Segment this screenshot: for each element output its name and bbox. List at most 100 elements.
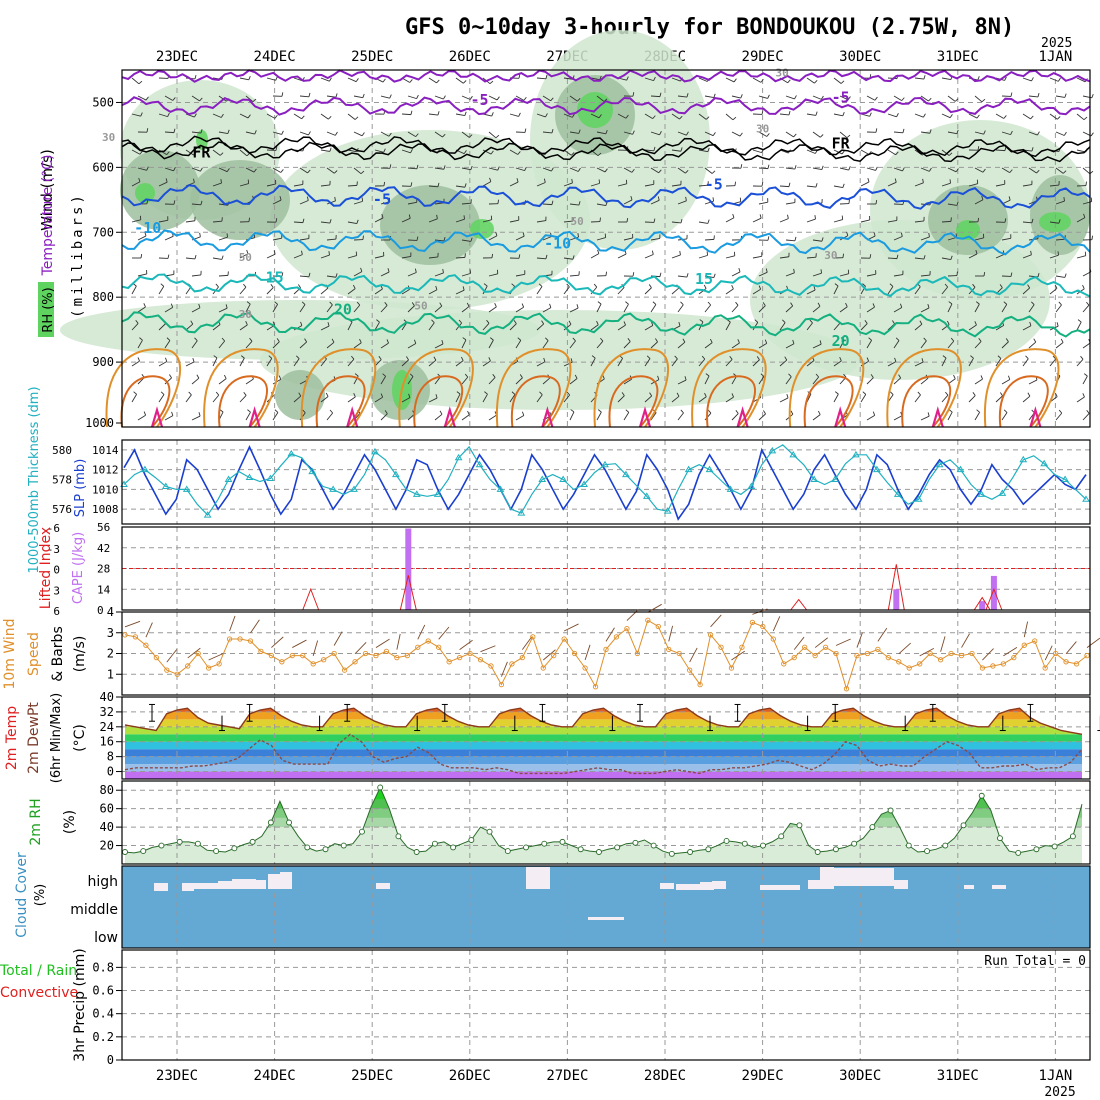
wind-barb — [571, 178, 573, 184]
wind-speed-point — [237, 636, 243, 642]
wind-barb — [515, 95, 525, 101]
wind-barb — [671, 221, 681, 224]
wind-barb — [893, 236, 903, 241]
wind-barb — [1058, 301, 1062, 306]
wind-barb — [944, 283, 949, 288]
wind-speed-point — [383, 648, 390, 655]
legend-total-rain: Total / Rain — [0, 963, 77, 979]
wind-barb — [632, 92, 635, 97]
wind-barb — [164, 131, 175, 134]
thickness-marker — [998, 489, 1007, 496]
wind-barb — [1083, 373, 1088, 377]
wind-barb — [407, 201, 417, 205]
wind-barb — [382, 78, 386, 83]
wind-barb — [383, 181, 386, 186]
wind-barb — [677, 412, 684, 421]
thickness-marker — [622, 470, 630, 478]
wind-barb — [274, 114, 278, 119]
y-tick-label: 0 — [107, 765, 114, 779]
wind-barb — [713, 273, 716, 278]
wind-barb — [239, 113, 249, 119]
wind-barb — [731, 271, 741, 277]
wind-barb — [131, 181, 141, 187]
wind-barb — [995, 149, 1006, 152]
wind-barb — [752, 77, 762, 83]
wind-barb — [486, 319, 490, 324]
wind-barb — [839, 167, 849, 171]
wind-barb — [677, 341, 686, 349]
surface-wind-barb — [271, 636, 284, 648]
wind-barb — [380, 271, 390, 277]
isotherm-minus5-top — [121, 69, 1091, 83]
surface-wind-barb — [605, 627, 615, 642]
wind-barb — [515, 377, 523, 385]
wind-barb — [698, 77, 708, 82]
wind-speed-point — [707, 632, 714, 638]
wind-barb — [834, 391, 839, 395]
wind-barb — [461, 339, 467, 349]
wind-barb — [677, 275, 687, 278]
upper-air-panel-frame — [121, 69, 1091, 428]
wind-speed-point — [467, 650, 473, 657]
wind-barb — [437, 111, 440, 116]
wind-speed-point — [415, 644, 421, 650]
wind-barb — [541, 320, 545, 325]
wind-barb — [596, 340, 604, 349]
wind-barb — [172, 97, 176, 101]
wind-barb — [644, 325, 654, 331]
wind-barb — [701, 355, 706, 360]
wind-barb — [455, 185, 465, 188]
wind-barb — [524, 128, 527, 133]
wind-barb — [725, 321, 731, 331]
wind-barb — [239, 395, 247, 403]
wind-barb — [455, 393, 461, 403]
wind-barb — [806, 256, 817, 259]
wind-barb — [866, 273, 876, 277]
top-date-label: 1JAN — [1039, 49, 1073, 65]
wind-barb — [293, 113, 302, 120]
wind-barb — [566, 391, 571, 396]
wind-barb — [185, 220, 195, 223]
wind-speed-point — [718, 644, 724, 650]
ylabel-thickness: 1000-500mb Thickness (dm) — [27, 386, 42, 573]
wind-barb — [758, 131, 768, 137]
wind-barb — [278, 375, 282, 380]
thickness-marker — [559, 475, 568, 483]
high-cloud-block — [820, 867, 834, 889]
wind-barb — [1031, 218, 1034, 223]
wind-barb — [194, 113, 197, 118]
wind-barb — [515, 273, 525, 277]
rh2m-point — [450, 844, 457, 851]
wind-barb — [407, 167, 418, 170]
wind-barb — [680, 218, 683, 224]
wind-barb — [160, 391, 165, 395]
wind-barb — [895, 151, 899, 156]
wind-barb — [679, 115, 683, 120]
wind-barb — [272, 237, 282, 241]
wind-barb — [401, 149, 411, 154]
wind-barb — [246, 301, 251, 305]
thickness-marker — [768, 446, 777, 454]
wind-barb — [731, 393, 734, 398]
wind-barb — [862, 391, 867, 395]
wind-barb — [686, 273, 689, 278]
wind-barb — [671, 77, 681, 82]
wind-barb — [671, 149, 681, 152]
wind-barb — [760, 78, 764, 83]
wind-barb — [949, 114, 953, 118]
wind-barb — [1082, 413, 1090, 421]
top-date-label: 24DEC — [254, 49, 296, 65]
wind-barb — [948, 301, 953, 305]
wind-barb — [815, 111, 818, 116]
wind-barb — [806, 218, 816, 223]
thickness-marker — [266, 474, 275, 482]
wind-barb — [524, 166, 527, 171]
wind-speed-point — [321, 657, 327, 663]
wind-barb — [1004, 218, 1007, 223]
wind-barb — [1055, 167, 1064, 174]
wind-speed-point — [226, 636, 233, 642]
wind-barb — [923, 255, 926, 260]
wind-barb — [299, 200, 309, 205]
wind-barb — [981, 195, 984, 200]
